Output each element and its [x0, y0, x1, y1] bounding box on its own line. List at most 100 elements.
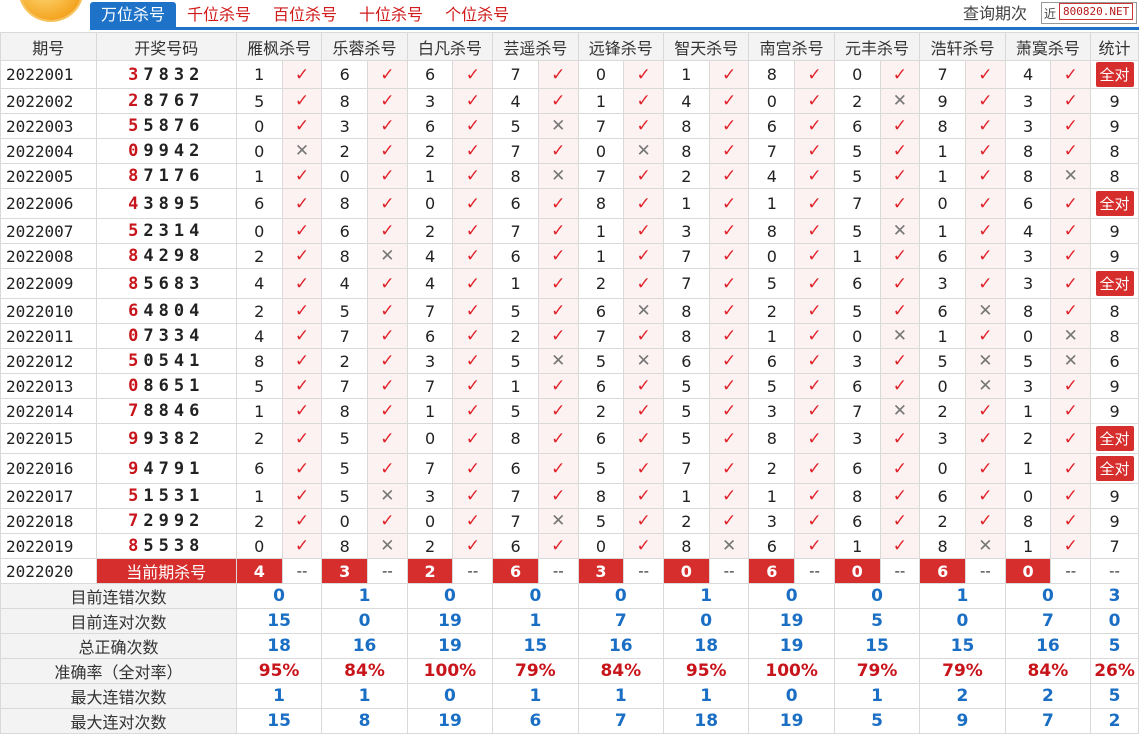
kill-value: 0 [1004, 483, 1052, 509]
draw-rest-digits: 2314 [143, 221, 205, 241]
kill-value: 1 [577, 243, 625, 269]
issue-number: 2022013 [0, 373, 97, 399]
check-icon: ✓ [452, 113, 494, 139]
tab-4[interactable]: 十位杀号 [359, 5, 424, 24]
kill-value: 8 [321, 533, 369, 559]
kill-value: 5 [321, 423, 369, 454]
tab-1[interactable]: 万位杀号 [90, 2, 177, 28]
draw-rest-digits: 5538 [143, 536, 205, 556]
stat-label: 目前连对次数 [0, 608, 237, 634]
row-stat: 9 [1090, 398, 1139, 424]
check-icon: ✓ [879, 163, 921, 189]
check-icon: ✓ [794, 323, 835, 349]
current-issue: 2022020 [0, 558, 97, 584]
kill-value: 8 [663, 298, 710, 324]
check-icon: ✓ [537, 268, 579, 299]
row-stat: 9 [1090, 508, 1139, 534]
check-icon: ✓ [452, 348, 494, 374]
kill-value: 3 [748, 398, 796, 424]
kill-value: 3 [1004, 88, 1052, 114]
check-icon: ✓ [281, 323, 323, 349]
current-kill-value: 0 [833, 558, 881, 584]
stat-value: 1 [321, 583, 408, 609]
check-icon: ✓ [794, 88, 835, 114]
kill-value: 1 [833, 533, 881, 559]
check-icon: ✓ [794, 423, 835, 454]
kill-value: 1 [492, 268, 539, 299]
kill-value: 8 [1004, 138, 1052, 164]
check-icon: ✓ [965, 113, 1006, 139]
kill-value: 1 [492, 373, 539, 399]
check-icon: ✓ [367, 88, 408, 114]
draw-numbers: 43895 [95, 188, 237, 219]
check-icon: ✓ [965, 453, 1006, 484]
issue-number: 2022008 [0, 243, 97, 269]
kill-value: 5 [321, 298, 369, 324]
table-row: 2022019 85538 0 ✓ 8 ✕ 2 ✓ 6 ✓ 0 ✓ 8 ✕ 6 ✓ 1 ✓ 8 ✕ 1 ✓ 7 [0, 533, 1139, 559]
kill-value: 1 [577, 88, 625, 114]
draw-numbers: 08651 [95, 373, 237, 399]
check-icon: ✓ [794, 138, 835, 164]
kill-value: 4 [748, 163, 796, 189]
kill-value: 1 [748, 483, 796, 509]
check-icon: ✓ [537, 483, 579, 509]
check-icon: ✓ [452, 453, 494, 484]
kill-value: 1 [1004, 398, 1052, 424]
check-icon: ✓ [537, 188, 579, 219]
kill-value: 8 [492, 163, 539, 189]
draw-rest-digits: 9382 [143, 428, 205, 449]
issue-number: 2022006 [0, 188, 97, 219]
check-icon: ✓ [452, 163, 494, 189]
draw-rest-digits: 8767 [143, 91, 205, 111]
check-icon: ✓ [281, 298, 323, 324]
issue-number: 2022010 [0, 298, 97, 324]
kill-value: 5 [663, 423, 710, 454]
cross-icon: ✕ [367, 483, 408, 509]
kill-value: 8 [663, 113, 710, 139]
stat-value: 0 [833, 583, 921, 609]
kill-value: 6 [577, 423, 625, 454]
check-icon: ✓ [879, 188, 921, 219]
current-dash: -- [965, 558, 1006, 584]
stat-total: 5 [1090, 633, 1139, 659]
check-icon: ✓ [623, 373, 664, 399]
header-expert: 浩轩杀号 [919, 32, 1006, 61]
kill-value: 4 [663, 88, 710, 114]
current-label: 当前期杀号 [95, 558, 237, 584]
kill-value: 5 [492, 113, 539, 139]
check-icon: ✓ [708, 188, 750, 219]
draw-first-digit: 2 [128, 91, 144, 111]
kill-value: 6 [235, 453, 283, 484]
kill-value: 0 [919, 373, 967, 399]
check-icon: ✓ [623, 113, 664, 139]
check-icon: ✓ [1050, 453, 1092, 484]
check-icon: ✓ [452, 138, 494, 164]
kill-value: 0 [577, 60, 625, 89]
check-icon: ✓ [708, 348, 750, 374]
check-icon: ✓ [281, 453, 323, 484]
check-icon: ✓ [708, 218, 750, 244]
check-icon: ✓ [794, 533, 835, 559]
check-icon: ✓ [1050, 483, 1092, 509]
draw-rest-digits: 4791 [143, 458, 205, 479]
kill-value: 2 [235, 508, 283, 534]
stat-value: 1 [577, 683, 665, 709]
check-icon: ✓ [1050, 298, 1092, 324]
kill-value: 3 [321, 113, 369, 139]
draw-first-digit: 9 [128, 428, 144, 449]
check-icon: ✓ [1050, 138, 1092, 164]
tab-3[interactable]: 百位杀号 [273, 5, 338, 24]
row-stat: 9 [1090, 113, 1139, 139]
kill-value: 6 [1004, 188, 1052, 219]
check-icon: ✓ [623, 188, 664, 219]
tab-2[interactable]: 千位杀号 [187, 5, 252, 24]
table-row: 2022012 50541 8 ✓ 2 ✓ 3 ✓ 5 ✕ 5 ✕ 6 ✓ 6 ✓ 3 ✓ 5 ✕ 5 ✕ 6 [0, 348, 1139, 374]
kill-value: 8 [919, 533, 967, 559]
tab-5[interactable]: 个位杀号 [445, 5, 510, 24]
current-kill-value: 0 [1004, 558, 1052, 584]
kill-value: 5 [833, 298, 881, 324]
stat-total: 5 [1090, 683, 1139, 709]
stat-value: 1 [235, 683, 323, 709]
kill-value: 0 [919, 188, 967, 219]
kill-value: 6 [833, 268, 881, 299]
